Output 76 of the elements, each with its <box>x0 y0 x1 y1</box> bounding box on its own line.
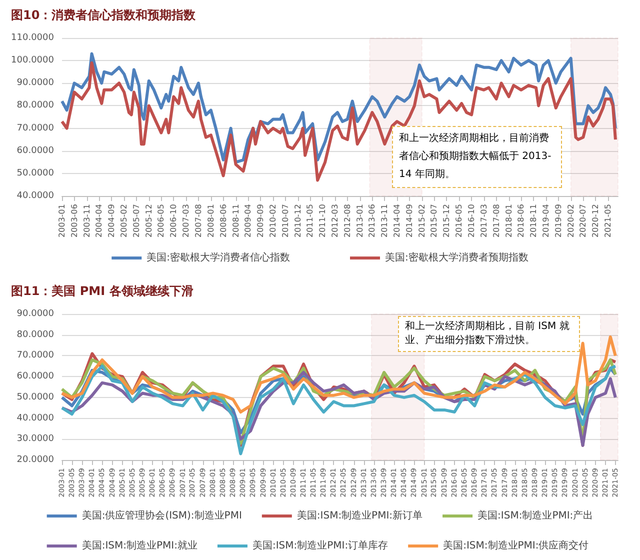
x-tick-label: 2015-12 <box>442 204 452 238</box>
x-tick-label: 2005-07 <box>132 204 141 238</box>
x-tick-label: 2018-11 <box>529 204 538 238</box>
x-tick-label: 2011-05 <box>306 204 315 238</box>
x-tick-label: 2013-06 <box>368 204 377 238</box>
y-tick-label: 50.0000 <box>16 392 54 402</box>
x-tick-label: 2018-06 <box>516 204 526 238</box>
x-tick-label: 2013-01 <box>355 204 364 238</box>
x-tick-label: 2008-01 <box>206 204 216 238</box>
y-tick-label: 100.0000 <box>11 56 54 66</box>
x-tick-label: 2010-07 <box>280 204 290 238</box>
line-series <box>60 364 617 456</box>
y-tick-label: 90.0000 <box>16 309 54 319</box>
x-tick-label: 2013-11 <box>380 204 390 238</box>
x-tick-label: 2021-05 <box>603 204 612 238</box>
x-tick-label: 2007-03 <box>181 204 190 238</box>
x-tick-label: 2015-07 <box>430 204 439 238</box>
y-tick-label: 110.0000 <box>11 33 54 43</box>
x-tick-label: 2017-03 <box>479 204 488 238</box>
x-tick-label: 2009-09 <box>256 204 266 238</box>
y-tick-label: 60.0000 <box>16 372 54 382</box>
y-tick-label: 20.0000 <box>16 455 54 465</box>
x-tick-label: 2008-06 <box>218 204 228 238</box>
chart-title: 图10：消费者信心指数和预期指数 <box>11 8 197 22</box>
y-tick-label: 60.0000 <box>16 146 54 156</box>
x-tick-label: 2008-11 <box>231 204 240 238</box>
line-series <box>60 61 617 182</box>
x-tick-label: 2014-04 <box>392 204 402 238</box>
chart-title: 图11：美国 PMI 各领域继续下滑 <box>11 284 194 298</box>
x-tick-label: 2018-01 <box>504 204 514 238</box>
y-tick-label: 40.0000 <box>16 413 54 424</box>
y-tick-label: 40.0000 <box>16 191 54 201</box>
x-tick-label: 2012-03 <box>330 204 340 238</box>
x-tick-label: 2010-12 <box>293 204 302 238</box>
x-tick-label: 2019-09 <box>554 204 563 238</box>
y-tick-label: 30.0000 <box>16 434 54 444</box>
x-tick-label: 2004-09 <box>107 204 116 238</box>
y-tick-label: 80.0000 <box>16 330 54 340</box>
y-tick-label: 50.0000 <box>16 168 54 178</box>
x-tick-label: 2010-02 <box>268 204 278 238</box>
callout-box: 和上一次经济周期相比，目前消费者信心和预期指数大幅低于 2013-14 年同期。 <box>392 126 562 188</box>
x-tick-label: 2016-05 <box>454 204 464 238</box>
x-tick-label: 2017-08 <box>492 204 501 238</box>
y-tick-label: 90.0000 <box>16 78 54 88</box>
x-tick-label: 2020-12 <box>591 204 600 238</box>
x-tick-label: 2003-01 <box>58 204 66 238</box>
line-series <box>60 335 617 414</box>
legend-label: 美国:密歇根大学消费者信心指数 <box>146 252 290 264</box>
legend-label: 美国:ISM:制造业PMI:就业 <box>82 540 198 552</box>
x-tick-label: 2012-08 <box>342 204 352 238</box>
x-tick-label: 2011-10 <box>318 204 328 238</box>
x-tick-label: 2003-06 <box>70 204 79 238</box>
legend-label: 美国:ISM:制造业PMI:供应商交付 <box>443 540 589 552</box>
y-tick-label: 70.0000 <box>16 350 54 361</box>
legend-label: 美国:ISM:制造业PMI:新订单 <box>296 510 423 522</box>
x-tick-label: 2014-09 <box>404 204 414 238</box>
x-tick-label: 2006-05 <box>156 204 166 238</box>
x-tick-label: 2019-04 <box>541 204 550 238</box>
legend-label: 美国:密歇根大学消费者预期指数 <box>385 252 528 264</box>
y-tick-label: 80.0000 <box>16 100 54 111</box>
x-tick-label: 2015-02 <box>417 204 426 238</box>
x-tick-label: 2004-04 <box>94 204 104 238</box>
x-tick-label: 2007-08 <box>194 204 203 238</box>
x-tick-label: 2003-11 <box>82 204 92 238</box>
callout-box: 和上一次经济周期相比，目前 ISM 就业、产出细分指数下滑过快。 <box>398 316 580 352</box>
x-tick-label: 2009-04 <box>244 204 253 238</box>
x-tick-label: 2020-07 <box>578 204 588 238</box>
x-tick-label: 2006-10 <box>169 204 178 238</box>
x-tick-label: 2020-02 <box>566 204 576 238</box>
legend-label: 美国:供应管理协会(ISM):制造业PMI <box>82 510 242 522</box>
x-tick-label: 2016-10 <box>467 204 476 238</box>
legend-label: 美国:ISM:制造业PMI:订单库存 <box>252 540 388 552</box>
x-tick-label: 2005-12 <box>144 204 154 238</box>
x-tick-label: 2005-02 <box>120 204 129 238</box>
y-tick-label: 70.0000 <box>16 123 54 134</box>
legend-label: 美国:ISM:制造业PMI:产出 <box>478 510 594 522</box>
